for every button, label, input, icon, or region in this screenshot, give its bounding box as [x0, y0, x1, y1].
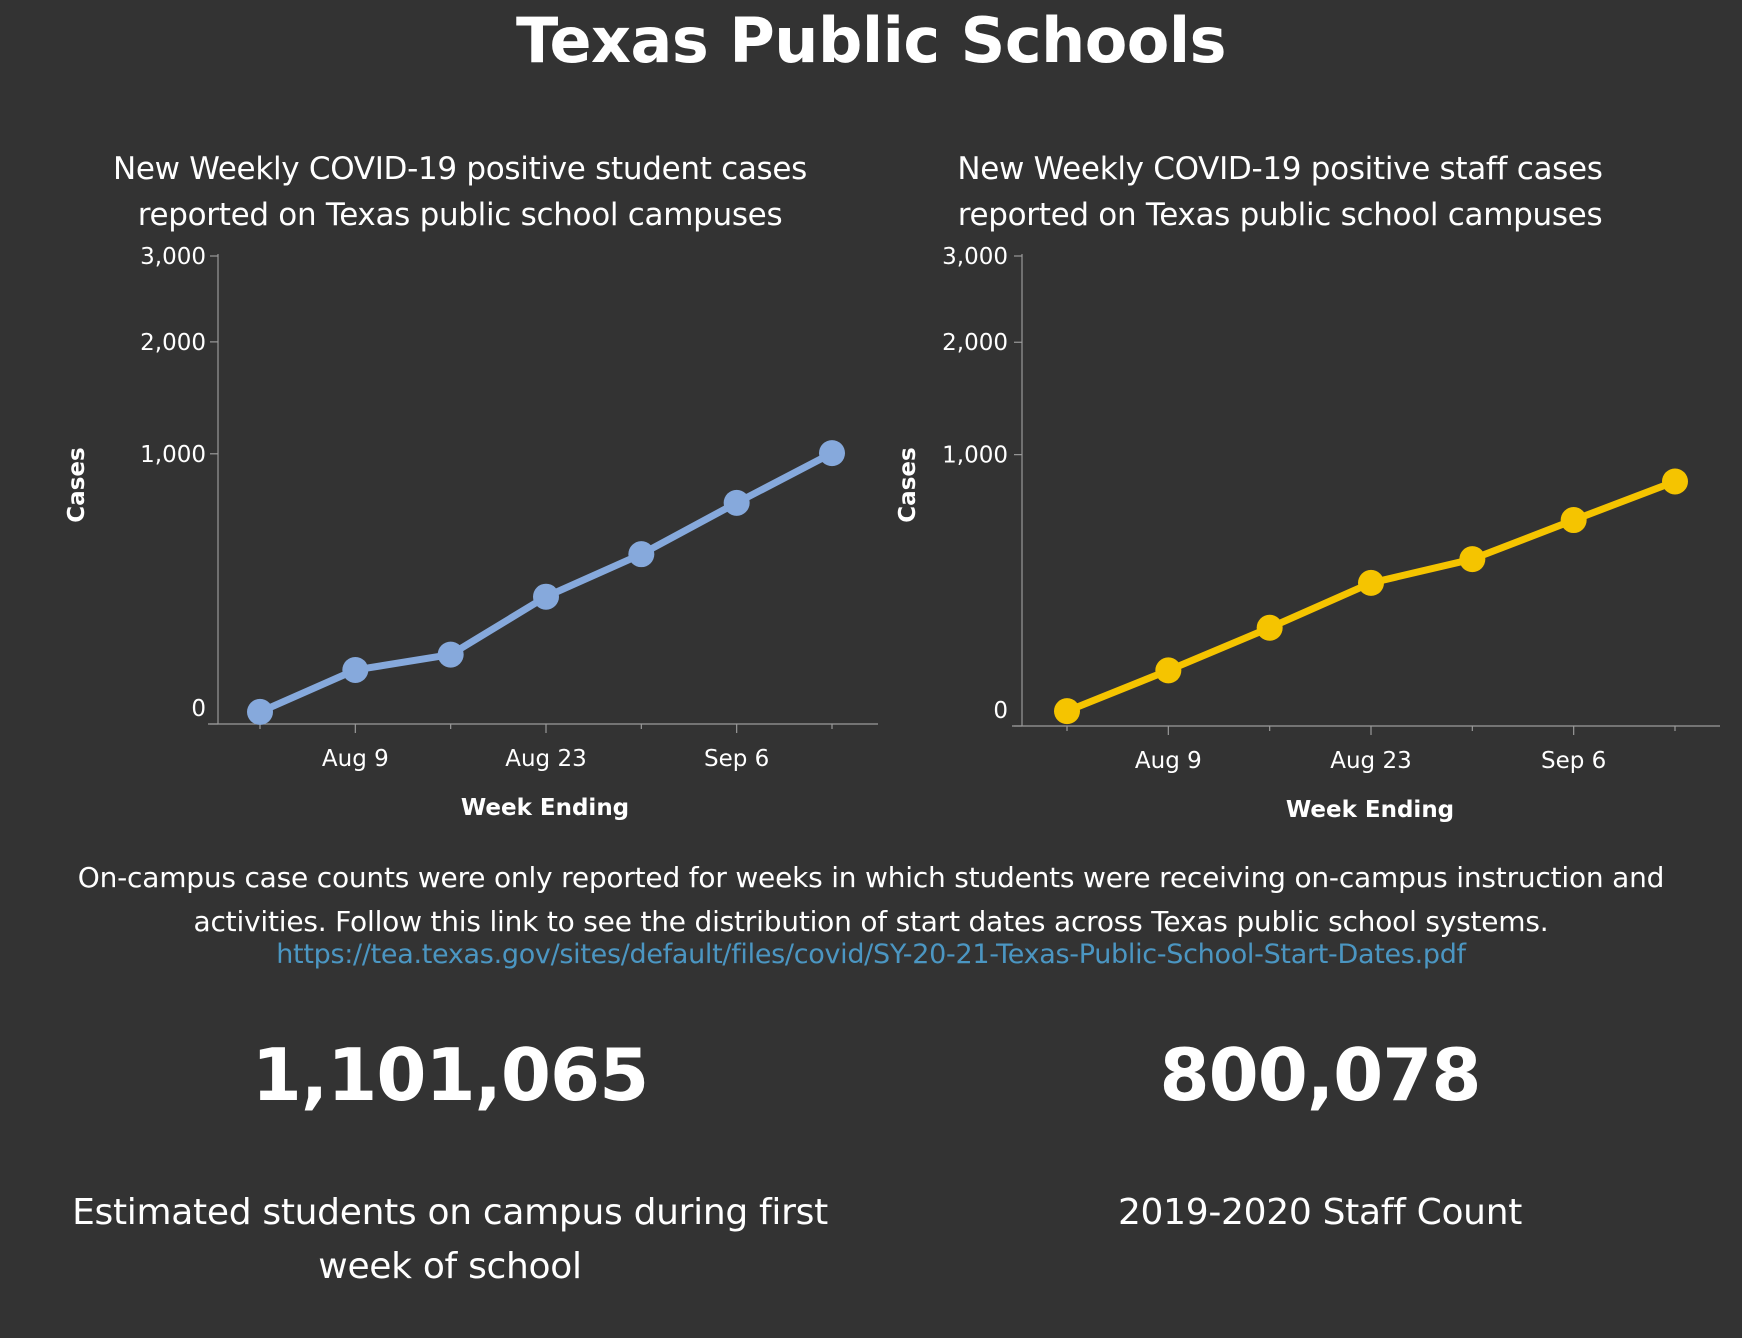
y-tick-label: 0	[191, 696, 206, 722]
data-point	[437, 641, 464, 668]
y-axis-title: Cases	[64, 447, 90, 522]
x-tick-label: Aug 23	[1330, 748, 1412, 774]
data-point	[247, 698, 273, 725]
data-point	[342, 656, 369, 683]
y-axis-title: Cases	[895, 447, 921, 522]
data-point	[1054, 698, 1080, 725]
y-tick-label: 3,000	[942, 244, 1008, 270]
y-tick-label: 2,000	[140, 330, 206, 356]
data-point	[1662, 468, 1688, 495]
y-tick-label: 1,000	[140, 442, 206, 468]
x-tick-label: Aug 9	[322, 746, 389, 772]
staff-cases-chart: 0 1,000 2,000 3,000 Aug 9 Aug 23 Sep 6 Week End…	[895, 244, 1720, 823]
y-tick-label: 1,000	[942, 443, 1008, 469]
x-axis-title: Week Ending	[1286, 797, 1454, 823]
y-tick-label: 2,000	[942, 330, 1008, 356]
x-tick-label: Sep 6	[704, 746, 769, 772]
data-point	[1155, 657, 1182, 684]
data-point	[533, 583, 559, 610]
x-tick-label: Sep 6	[1541, 748, 1606, 774]
reporting-note: On-campus case counts were only reported…	[77, 861, 1665, 938]
data-point	[819, 440, 845, 467]
x-tick-label: Aug 9	[1135, 748, 1202, 774]
students-kpi-label: Estimated students on campus during firs…	[72, 1192, 828, 1287]
staff-kpi-label: 2019-2020 Staff Count	[1117, 1192, 1523, 1233]
y-tick-label: 3,000	[140, 244, 206, 270]
data-point	[1459, 546, 1486, 573]
start-dates-link[interactable]: https://tea.texas.gov/sites/default/file…	[276, 939, 1466, 970]
data-point	[1358, 569, 1384, 596]
page-title: Texas Public Schools	[515, 4, 1227, 77]
students-kpi-value: 1,101,065	[251, 1033, 649, 1117]
student-cases-chart: 0 1,000 2,000 3,000 Aug 9 Aug 23 Sep 6 Week End…	[64, 244, 878, 821]
student-chart-title: New Weekly COVID-19 positive student cas…	[112, 151, 808, 233]
data-point	[723, 489, 750, 516]
data-point	[628, 541, 655, 568]
x-axis-title: Week Ending	[461, 795, 629, 821]
data-point	[1560, 507, 1587, 534]
y-tick-label: 0	[993, 698, 1008, 724]
staff-kpi-value: 800,078	[1159, 1033, 1482, 1117]
staff-chart-title: New Weekly COVID-19 positive staff cases…	[957, 151, 1603, 233]
data-point	[1256, 614, 1283, 641]
x-tick-label: Aug 23	[505, 746, 587, 772]
